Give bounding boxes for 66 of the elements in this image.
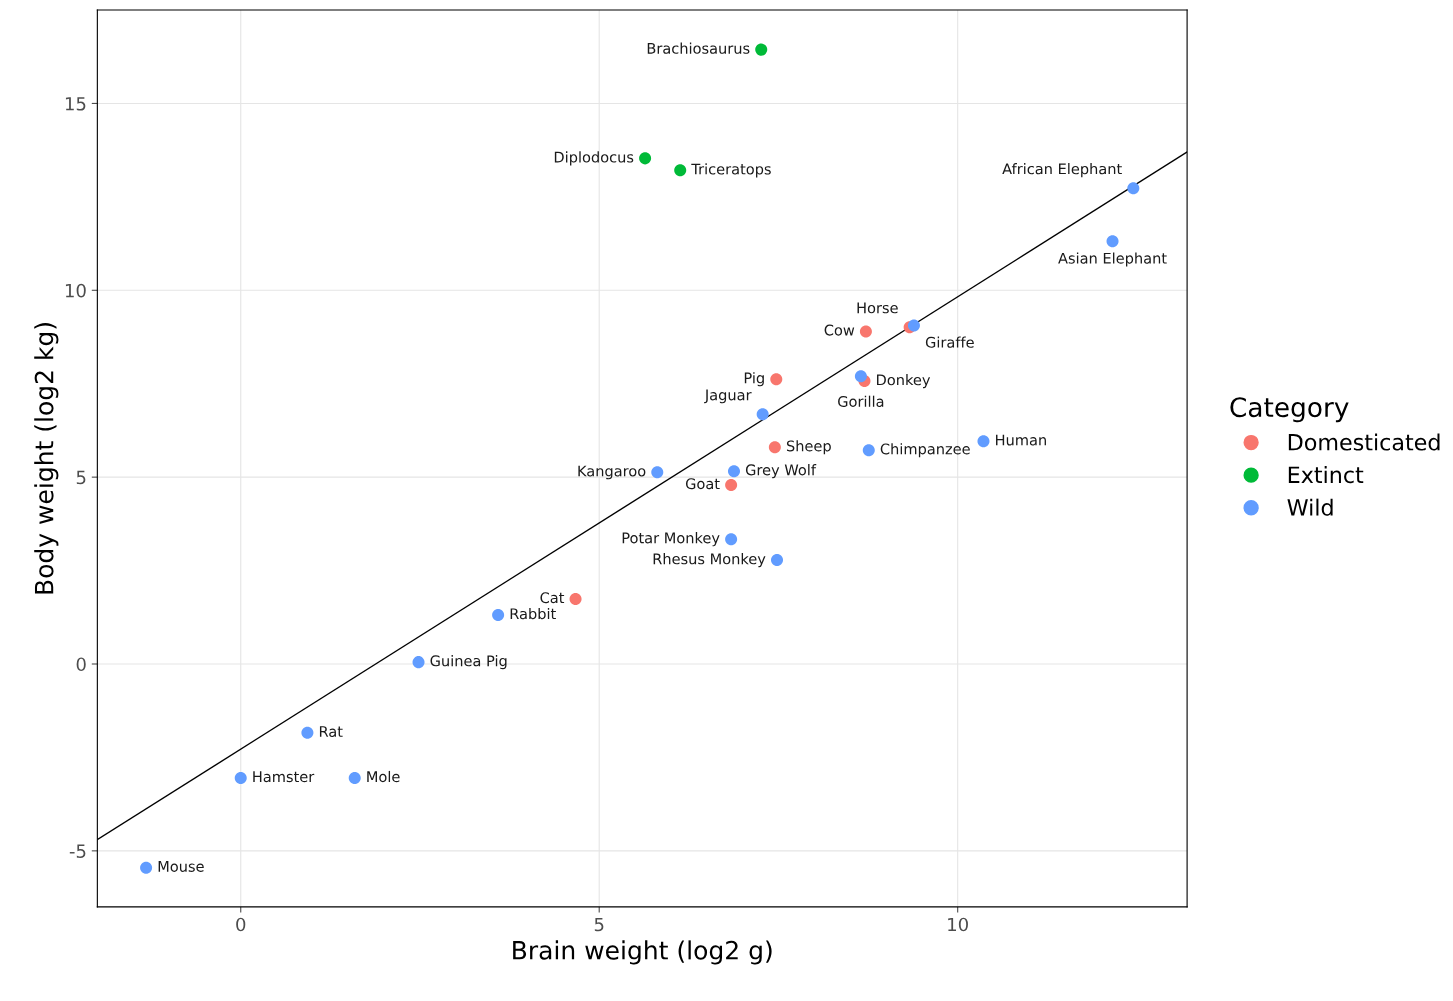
x-tick-label: 5 xyxy=(594,917,604,932)
x-axis-title: Brain weight (log2 g) xyxy=(513,940,772,965)
point xyxy=(348,771,361,784)
point xyxy=(651,466,664,479)
x-tick-label: 0 xyxy=(236,917,246,932)
annotation: Cat xyxy=(540,592,565,604)
point xyxy=(725,478,738,492)
annotation: Rat xyxy=(319,726,343,737)
point xyxy=(492,609,505,622)
point xyxy=(768,441,781,454)
point xyxy=(727,465,741,478)
y-tick-label: -5 xyxy=(69,844,86,858)
annotation: Gorilla xyxy=(838,395,884,407)
annotation: Rhesus Monkey xyxy=(653,553,766,568)
y-tick-label: 15 xyxy=(65,97,86,111)
point xyxy=(907,319,920,332)
y-tick-label: 10 xyxy=(65,283,86,298)
point xyxy=(771,554,784,567)
annotation: Guinea Pig xyxy=(430,655,507,670)
legend-title: Category xyxy=(1230,397,1349,423)
y-tick-label: 0 xyxy=(76,657,86,672)
point xyxy=(301,726,314,739)
point xyxy=(977,435,990,448)
point xyxy=(756,408,769,421)
point xyxy=(234,771,247,784)
annotation: Triceratops xyxy=(691,163,771,178)
annotation: Mouse xyxy=(158,861,204,872)
point xyxy=(569,592,582,605)
annotation: Sheep xyxy=(786,440,831,455)
annotation: Kangaroo xyxy=(578,465,646,480)
annotation: Hamster xyxy=(253,771,315,783)
annotation: Rabbit xyxy=(510,607,556,620)
point xyxy=(1127,182,1140,195)
annotation: Pig xyxy=(744,372,764,387)
annotation: Human xyxy=(996,434,1046,446)
annotation: Goat xyxy=(685,478,720,490)
point xyxy=(674,164,687,177)
annotation: African Elephant xyxy=(1002,163,1122,178)
point xyxy=(639,152,652,165)
point xyxy=(770,373,783,386)
point xyxy=(1106,235,1119,248)
point xyxy=(755,43,768,56)
x-tick-label: 10 xyxy=(948,917,968,932)
point xyxy=(859,325,872,338)
annotation: Cow xyxy=(824,324,855,336)
annotation: Potar Monkey xyxy=(622,532,720,547)
annotation: Grey Wolf xyxy=(745,464,817,479)
legend-label: Domesticated xyxy=(1288,433,1440,451)
annotation: Mole xyxy=(367,770,400,783)
annotation: Asian Elephant xyxy=(1058,252,1167,267)
annotation: Brachiosaurus xyxy=(647,42,750,54)
point xyxy=(140,861,153,874)
point xyxy=(862,444,875,457)
y-axis-title: Body weight (log2 kg) xyxy=(34,323,59,594)
point xyxy=(412,656,425,669)
annotation: Chimpanzee xyxy=(880,443,970,458)
annotation: Diplodocus xyxy=(554,151,634,166)
annotation: Giraffe xyxy=(925,336,974,348)
y-tick-label: 5 xyxy=(76,470,86,485)
point xyxy=(854,370,867,383)
legend-label: Extinct xyxy=(1288,466,1364,484)
legend-label: Wild xyxy=(1287,498,1333,516)
annotation: Donkey xyxy=(877,374,931,389)
annotation: Jaguar xyxy=(704,389,752,404)
annotation: Horse xyxy=(857,302,898,314)
point xyxy=(725,533,738,546)
